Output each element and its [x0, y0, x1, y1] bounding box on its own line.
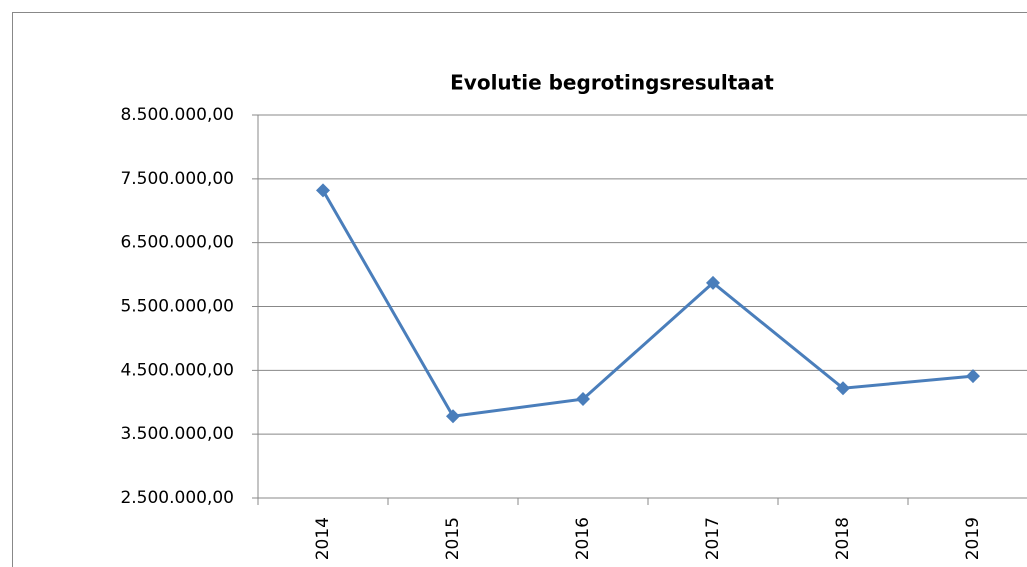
y-tick-label: 8.500.000,00 — [120, 105, 234, 125]
x-tick-label: 2014 — [313, 517, 333, 560]
chart-frame — [12, 12, 1027, 567]
line — [321, 189, 974, 418]
y-tick-label: 6.500.000,00 — [120, 233, 234, 253]
marker — [966, 369, 980, 384]
marker — [446, 409, 460, 424]
marker — [316, 183, 330, 198]
x-tick-label: 2016 — [573, 517, 593, 560]
marker — [576, 392, 590, 407]
x-tick-label: 2019 — [963, 517, 983, 560]
chart-title: Evolutie begrotingsresultaat — [450, 71, 774, 95]
marker — [836, 381, 850, 396]
x-tick-label: 2018 — [833, 517, 853, 560]
x-tick-label: 2017 — [703, 517, 723, 560]
y-tick-label: 2.500.000,00 — [120, 488, 234, 508]
y-tick-label: 4.500.000,00 — [120, 360, 234, 380]
y-tick-label: 7.500.000,00 — [120, 169, 234, 189]
marker — [706, 275, 720, 290]
x-tick-label: 2015 — [443, 517, 463, 560]
y-tick-label: 3.500.000,00 — [120, 424, 234, 444]
y-tick-label: 5.500.000,00 — [120, 297, 234, 317]
